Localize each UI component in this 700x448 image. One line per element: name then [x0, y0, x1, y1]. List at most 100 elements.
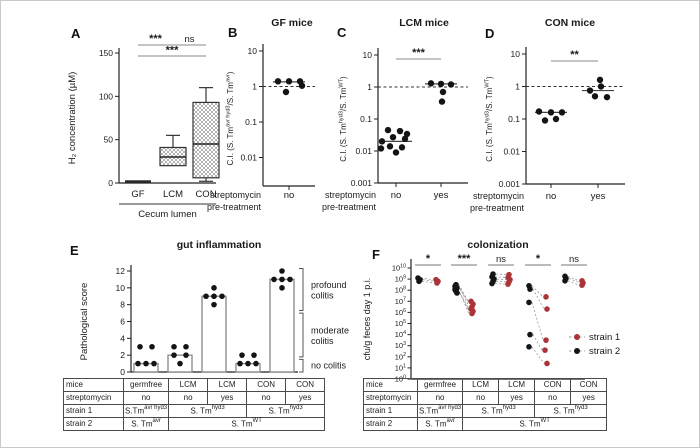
chart-ci-con-mice: CON mice 10 1 0.1 0.01 0.001 no yes ** streptomyc…	[470, 17, 625, 213]
table-cell: yes	[570, 391, 608, 405]
y-tick-label: 150	[99, 48, 113, 58]
chart-element: C.I. (S. Tm	[226, 127, 235, 166]
legend-label: strain 1	[589, 332, 620, 343]
chart-element: 0	[120, 367, 125, 377]
chart-element: 10	[248, 46, 258, 56]
chart-element: 10	[363, 50, 373, 60]
bracket-label: colitis	[311, 291, 334, 301]
table-cell: CON	[534, 378, 572, 392]
y-tick-label: 106	[395, 308, 406, 317]
significance-label: *	[536, 253, 541, 265]
chart-element: 8	[403, 286, 406, 292]
data-point	[211, 293, 217, 300]
data-point	[526, 299, 532, 306]
table-cell: germfree	[416, 378, 464, 392]
table-row: streptomycin no no yes no yes	[63, 391, 326, 405]
data-point	[237, 360, 243, 367]
chart-element: 100	[99, 91, 113, 101]
pair-connector	[422, 279, 436, 282]
y-tick-label: 0.001	[351, 178, 373, 188]
chart-element: yes	[591, 191, 606, 202]
table-cell: yes	[498, 391, 536, 405]
chart-element: ns	[496, 254, 506, 265]
data-point	[183, 352, 189, 358]
legend-label: strain 2	[589, 346, 620, 357]
chart-element: C.I. (S. Tm	[485, 123, 494, 162]
table-row: streptomycin no no yes no yes	[363, 391, 608, 405]
chart-element: ***	[458, 253, 472, 265]
chart-element: CON	[195, 189, 216, 200]
chart-element: streptomycin	[325, 190, 376, 200]
row-label: mice	[63, 378, 124, 392]
table-cell: yes	[285, 391, 326, 405]
chart-element: H₂ concentration (µM)	[67, 72, 78, 165]
data-point	[535, 108, 543, 115]
data-point	[543, 337, 549, 343]
chart-element: profound	[311, 280, 347, 290]
chart-element: pre-treatment	[207, 202, 262, 212]
data-point	[211, 301, 217, 308]
chart-ci-gf-mice: GF mice 10 1 0.1 0.01 no streptomycin pre-treat…	[207, 17, 315, 212]
chart-element: 10	[395, 341, 403, 350]
data-point	[434, 280, 440, 286]
chart-element: 1	[367, 82, 372, 92]
score-bracket	[299, 267, 304, 312]
row-label: strain 1	[63, 404, 124, 418]
chart-element: yes	[434, 190, 449, 201]
data-point	[547, 109, 555, 116]
data-point	[527, 286, 533, 292]
chart-element: 10	[400, 263, 406, 269]
table-cell: S. Tmhyd3	[246, 404, 326, 418]
data-point	[279, 276, 285, 283]
data-point	[253, 360, 259, 367]
y-tick-label: 103	[395, 341, 406, 350]
chart-element: 1	[403, 363, 406, 369]
chart-element: /S. Tm	[339, 87, 348, 111]
data-point	[282, 88, 290, 96]
panel-title: colonization	[467, 239, 528, 251]
y-tick-label: 107	[395, 297, 406, 306]
data-point	[542, 347, 548, 353]
bar	[201, 295, 227, 373]
chart-element: 4	[120, 333, 125, 343]
chart-element: 2	[403, 352, 406, 358]
chart-element: 0.01	[503, 147, 520, 157]
x-tick-label: LCM	[163, 189, 183, 200]
data-point	[177, 360, 183, 367]
x-tick-label: yes	[434, 190, 449, 201]
significance-label: *	[426, 253, 431, 265]
data-point	[279, 268, 285, 274]
data-point	[489, 280, 495, 287]
table-row: mice germfree LCM LCM CON CON	[363, 378, 608, 392]
box	[125, 180, 151, 183]
y-tick-label: 100	[99, 91, 113, 101]
data-point	[416, 278, 422, 285]
bracket-label: no colitis	[311, 361, 347, 371]
panel-title: gut inflammation	[177, 239, 262, 251]
chart-element: avr hyd3	[226, 105, 232, 126]
data-point	[219, 293, 225, 300]
chart-element: strain 1	[589, 332, 620, 343]
chart-element: colonization	[467, 239, 528, 251]
x-axis-row-label: streptomycin	[210, 190, 261, 200]
x-tick-label: no	[391, 190, 402, 201]
pair-connector	[457, 286, 471, 305]
data-point	[574, 348, 580, 354]
condition-table-f: mice germfree LCM LCM CON CON streptomycin no no…	[363, 378, 608, 431]
x-tick-label: no	[284, 190, 295, 201]
significance-label: ***	[149, 33, 163, 45]
pair-connector	[494, 276, 506, 278]
chart-element: Pathological score	[79, 283, 90, 361]
chart-element: 10	[395, 363, 403, 372]
data-point	[596, 76, 604, 84]
data-point	[287, 276, 293, 283]
chart-element: 4	[403, 330, 406, 336]
chart-element: 0.001	[499, 179, 521, 189]
data-point	[541, 117, 549, 124]
data-point	[171, 352, 177, 358]
chart-element: 10	[395, 330, 403, 339]
table-cell: S.Tmavr hyd3	[122, 404, 170, 418]
panel-title: CON mice	[545, 17, 595, 29]
bracket-label: profound	[311, 280, 347, 290]
chart-element: 0	[108, 178, 113, 188]
